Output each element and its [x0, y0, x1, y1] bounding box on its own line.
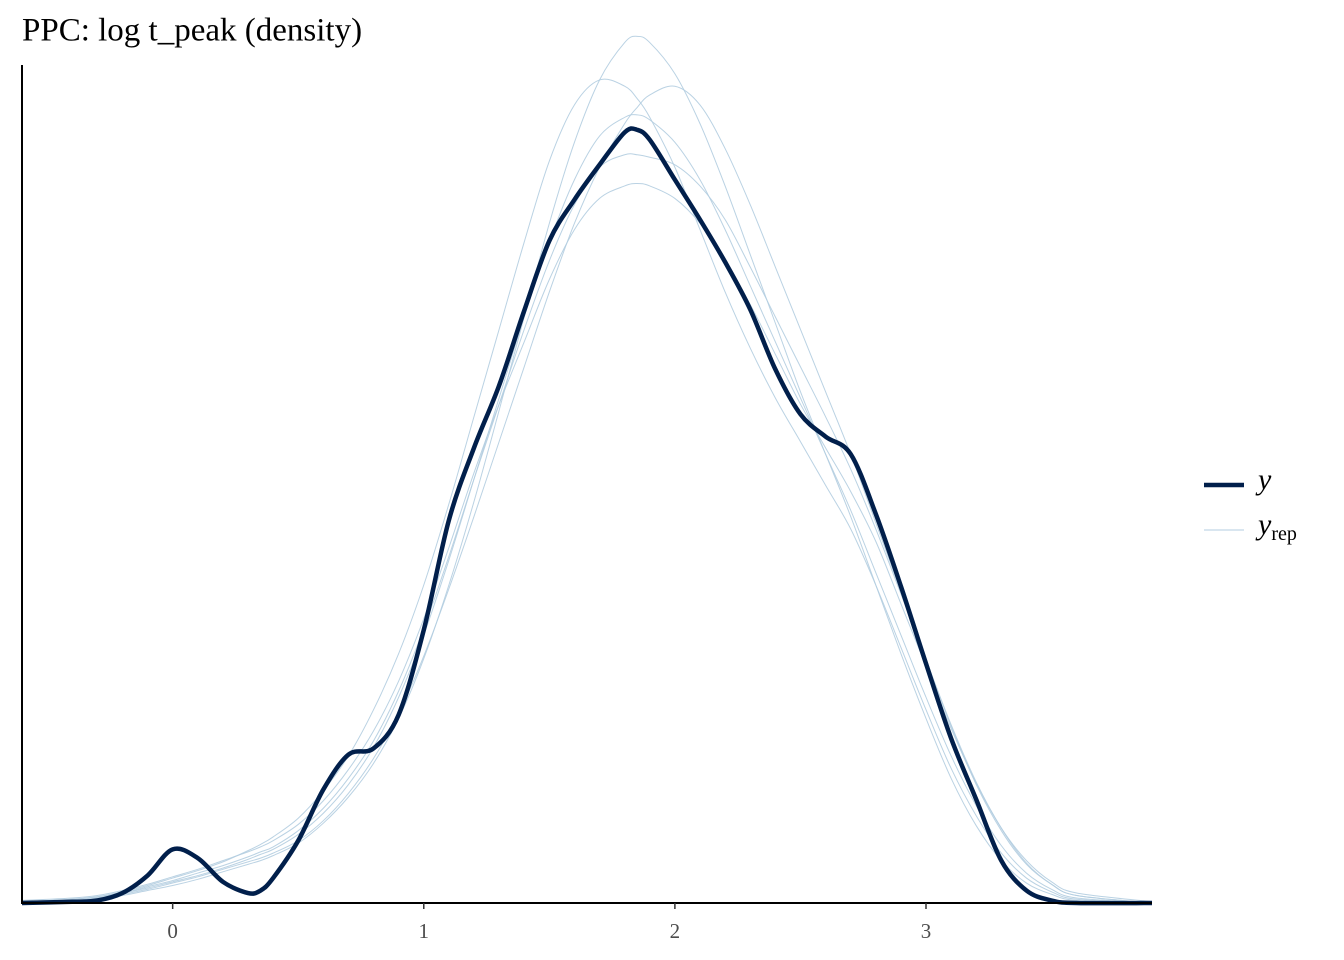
- x-tick-label: 0: [167, 919, 178, 943]
- legend-label: y: [1255, 463, 1272, 496]
- x-tick-label: 1: [419, 919, 430, 943]
- replicate-lines: [21, 35, 1153, 904]
- replicate-line: [21, 85, 1153, 904]
- replicate-line: [21, 153, 1153, 904]
- legend-name: y: [1255, 508, 1272, 541]
- legend-subscript: rep: [1271, 523, 1297, 545]
- replicate-line: [21, 78, 1153, 904]
- replicate-line: [21, 114, 1153, 904]
- observed-line: [21, 126, 1153, 906]
- replicate-line: [21, 35, 1153, 904]
- observed-line-group: [21, 126, 1153, 906]
- legend-label: yrep: [1255, 508, 1297, 545]
- chart-title: PPC: log t_peak (density): [22, 13, 362, 49]
- x-tick-label: 3: [921, 919, 932, 943]
- legend-name: y: [1255, 463, 1272, 496]
- x-tick-label: 2: [670, 919, 681, 943]
